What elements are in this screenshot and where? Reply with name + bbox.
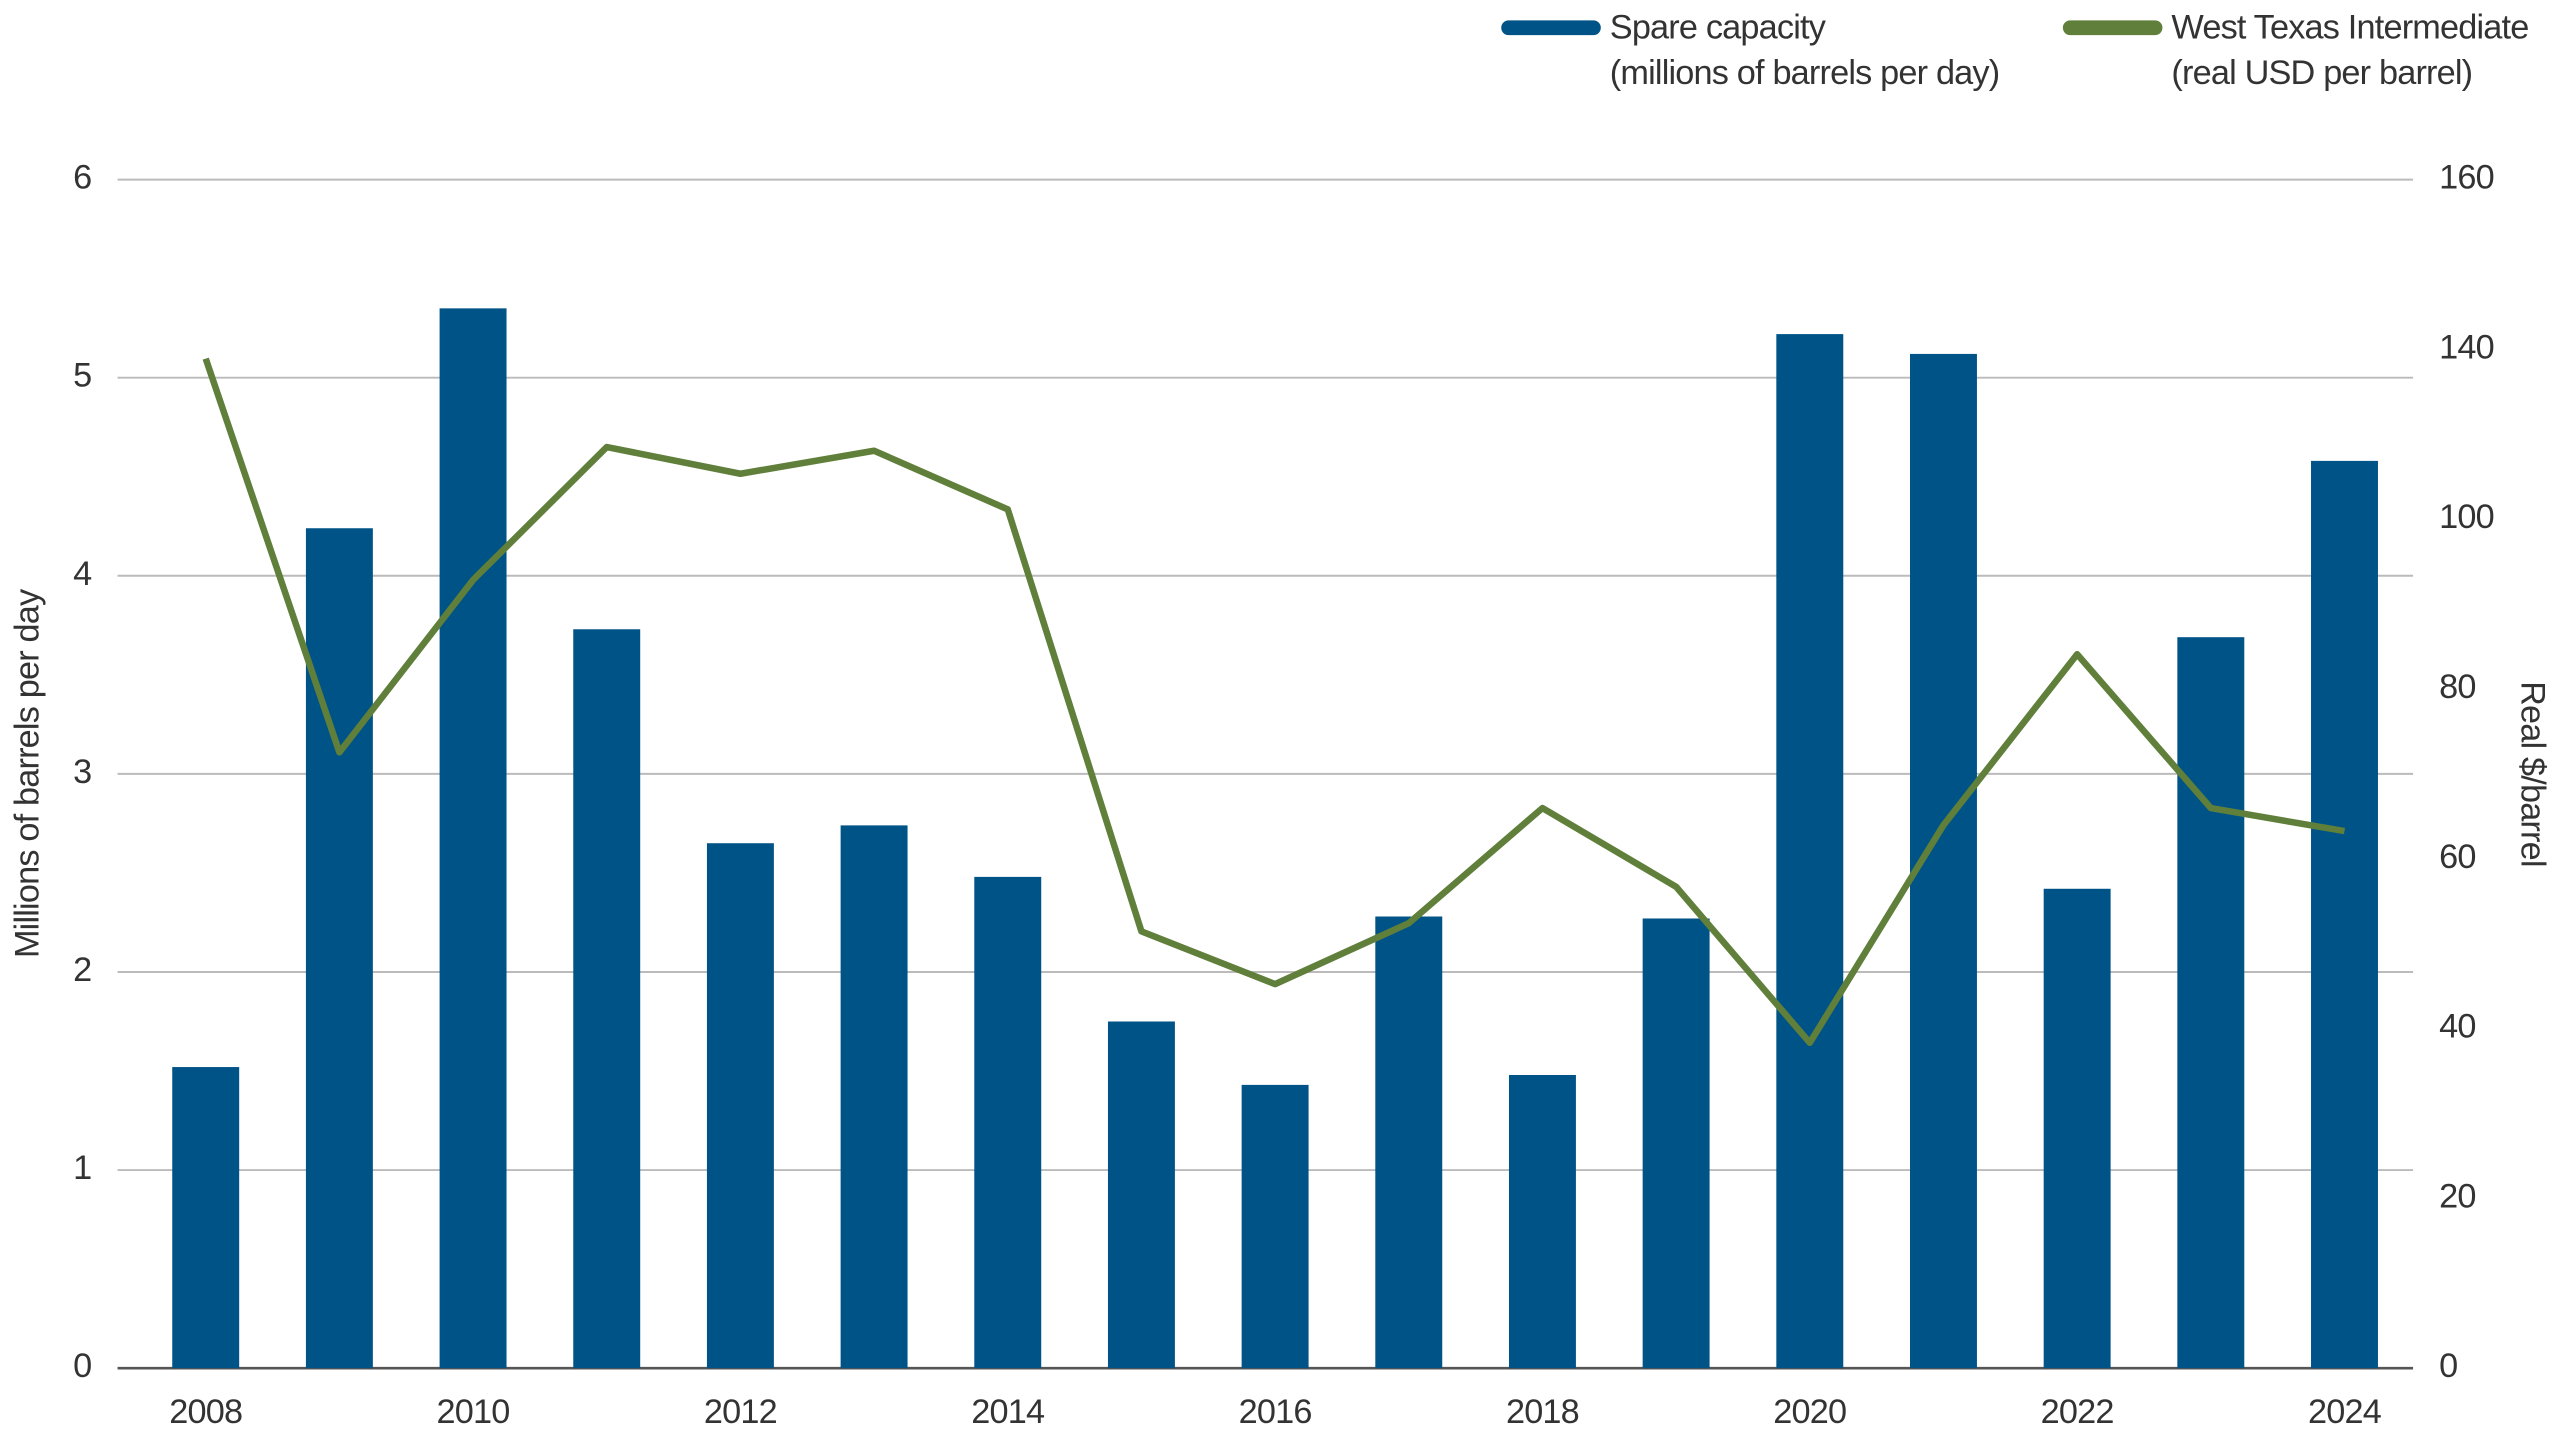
- y2-tick-label: 160: [2439, 159, 2494, 197]
- x-tick-label: 2008: [169, 1393, 242, 1431]
- bar: [974, 876, 1042, 1369]
- y2-tick-label: 140: [2439, 328, 2494, 366]
- y-tick-label: 0: [73, 1347, 91, 1385]
- bar: [439, 308, 507, 1369]
- bar: [1776, 334, 1844, 1369]
- bar: [2177, 637, 2245, 1369]
- bar: [1642, 918, 1710, 1369]
- y2-tick-label: 100: [2439, 498, 2494, 536]
- bar: [2311, 460, 2378, 1369]
- bar: [706, 843, 774, 1369]
- y-tick-label: 2: [73, 951, 91, 989]
- bar: [2043, 888, 2111, 1369]
- bar: [573, 629, 641, 1369]
- bar: [1375, 916, 1443, 1369]
- x-tick-label: 2024: [2308, 1393, 2382, 1431]
- y-tick-label: 4: [73, 555, 92, 593]
- y-tick-label: 3: [73, 753, 91, 791]
- y2-axis-label: Real $/barrel: [2514, 681, 2552, 867]
- bar: [305, 528, 373, 1369]
- x-tick-label: 2018: [1506, 1393, 1579, 1431]
- legend-label: West Texas Intermediate (real USD per bar…: [2171, 8, 2528, 92]
- y2-tick-label: 40: [2439, 1008, 2475, 1046]
- x-tick-label: 2014: [971, 1393, 1045, 1431]
- y-tick-label: 1: [73, 1149, 91, 1187]
- x-tick-label: 2020: [1773, 1393, 1846, 1431]
- y2-tick-label: 60: [2439, 838, 2475, 876]
- legend-label: Spare capacity (millions of barrels per d…: [1610, 8, 2000, 92]
- x-tick-label: 2012: [704, 1393, 777, 1431]
- y-tick-label: 5: [73, 357, 91, 395]
- x-tick-label: 2022: [2041, 1393, 2114, 1431]
- bar: [840, 825, 908, 1369]
- bar: [1241, 1084, 1309, 1369]
- y-tick-label: 6: [73, 159, 91, 197]
- x-tick-label: 2010: [437, 1393, 510, 1431]
- y-axis-label: Millions of barrels per day: [8, 588, 46, 958]
- y2-tick-label: 20: [2439, 1177, 2475, 1215]
- bar: [1508, 1074, 1576, 1369]
- bar: [172, 1067, 240, 1369]
- bar: [1107, 1021, 1175, 1369]
- line: [202, 357, 2346, 1047]
- y2-tick-label: 0: [2439, 1347, 2457, 1385]
- y2-tick-label: 80: [2439, 668, 2475, 706]
- x-tick-label: 2016: [1239, 1393, 1312, 1431]
